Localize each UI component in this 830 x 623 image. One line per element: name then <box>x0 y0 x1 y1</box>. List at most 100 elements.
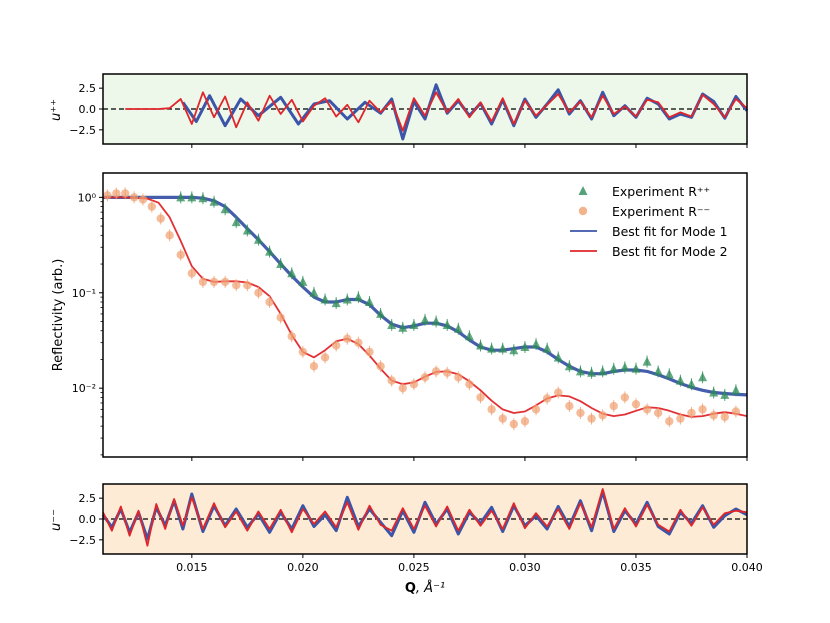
experiment-rmm-point <box>243 281 252 290</box>
experiment-rmm-point <box>665 417 674 426</box>
main-y-axis-label: Reflectivity (arb.) <box>51 259 66 372</box>
experiment-rmm-point <box>554 388 563 397</box>
experiment-rmm-point <box>676 414 685 423</box>
experiment-rmm-point <box>320 353 330 362</box>
experiment-rmm-point <box>147 202 157 211</box>
experiment-rpp-point <box>442 319 452 329</box>
experiment-rpp-point <box>453 323 463 333</box>
experiment-rmm-point <box>487 405 496 414</box>
experiment-rmm-point <box>265 297 274 307</box>
bottom-residual-series <box>101 488 748 547</box>
experiment-rpp-point <box>620 362 630 372</box>
main-y-tick-label: 10⁻² <box>72 382 96 395</box>
legend-label: Experiment R⁺⁺ <box>612 184 710 199</box>
experiment-rpp-point <box>431 316 441 326</box>
experiment-rmm-point <box>376 361 385 371</box>
experiment-rmm-point <box>531 405 541 414</box>
bottom-residual-line-1 <box>101 490 748 541</box>
experiment-rpp-point <box>231 217 241 227</box>
x-tick-label: 0.020 <box>287 561 319 574</box>
experiment-rmm-point <box>465 380 474 389</box>
experiment-rmm-point <box>232 281 241 290</box>
experiment-rpp-point <box>342 294 352 304</box>
experiment-rpp-point <box>642 356 652 366</box>
bottom-y-ticks: −2.5 0.0 2.5 <box>69 492 103 547</box>
experiment-rmm-point <box>176 250 185 260</box>
experiment-rpp-point <box>731 385 741 395</box>
experiment-rmm-point <box>542 394 552 403</box>
top-y-axis-label: u⁺⁺ <box>49 99 64 121</box>
experiment-rmm-point <box>520 417 530 426</box>
x-tick-label: 0.040 <box>731 561 763 574</box>
x-tick-label: 0.015 <box>176 561 208 574</box>
experiment-rpp-point <box>464 331 474 341</box>
experiment-rpp-point <box>709 387 719 397</box>
experiment-rpp-point <box>698 372 708 382</box>
main-x-ticks <box>191 457 748 461</box>
experiment-rpp-point <box>520 342 530 352</box>
experiment-rpp-point <box>531 339 541 349</box>
experiment-rmm-point <box>720 412 729 422</box>
top-y-ticks: −2.5 0.0 2.5 <box>69 82 103 137</box>
experiment-rmm-point <box>687 408 696 418</box>
experiment-rmm-point <box>121 189 130 198</box>
main-series <box>103 187 748 431</box>
top-residual-series <box>125 83 749 141</box>
experiment-rmm-point <box>220 277 230 287</box>
experiment-rpp-point <box>265 246 275 256</box>
experiment-rpp-point <box>353 292 363 302</box>
experiment-rpp-point <box>176 192 186 202</box>
experiment-rpp-point <box>553 352 563 362</box>
experiment-rpp-point <box>276 259 286 269</box>
experiment-rmm-point <box>420 373 430 382</box>
experiment-rmm-point <box>587 414 596 423</box>
bottom-residual-line-2 <box>102 488 748 547</box>
experiment-rpp-point <box>331 298 341 308</box>
x-tick-label: 0.035 <box>620 561 652 574</box>
x-axis-label: Q, Å⁻¹ <box>405 580 445 596</box>
experiment-rpp-point <box>564 361 574 371</box>
experiment-rmm-point <box>309 361 319 371</box>
experiment-rmm-point <box>298 347 308 357</box>
experiment-rpp-point <box>609 363 619 373</box>
legend-triangle-marker <box>578 186 588 195</box>
experiment-rmm-point <box>598 411 607 420</box>
experiment-rmm-point <box>609 401 618 411</box>
top-x-ticks <box>191 144 748 148</box>
experiment-rmm-point <box>498 414 507 423</box>
experiment-rpp-point <box>198 193 208 203</box>
x-tick-label: 0.030 <box>509 561 541 574</box>
experiment-rmm-point <box>454 373 463 382</box>
experiment-rpp-point <box>498 343 508 353</box>
experiment-rpp-point <box>487 343 497 353</box>
experiment-rmm-point <box>565 401 574 411</box>
top-y-tick-label: 2.5 <box>79 82 97 95</box>
experiment-rpp-point <box>287 268 297 278</box>
experiment-rpp-point <box>220 204 230 214</box>
bottom-y-tick-label: 0.0 <box>79 513 97 526</box>
legend-label: Best fit for Mode 2 <box>612 244 728 259</box>
experiment-rmm-point <box>354 338 363 347</box>
experiment-rpp-point <box>298 276 308 286</box>
experiment-rmm-point <box>198 277 208 287</box>
legend-circle-marker <box>578 206 588 216</box>
x-tick-label: 0.025 <box>398 561 430 574</box>
experiment-rpp-point <box>587 367 597 377</box>
bottom-residual-panel: −2.5 0.0 2.5 0.015 0.020 0.025 0.030 0.035 0.04… <box>49 483 763 596</box>
experiment-rmm-point <box>653 408 663 418</box>
experiment-rpp-point <box>253 234 263 244</box>
experiment-rmm-point <box>165 231 174 240</box>
main-panel-frame <box>102 172 748 458</box>
experiment-rpp-point <box>398 322 408 332</box>
experiment-rmm-point <box>509 419 519 429</box>
main-y-ticks: 10⁰ 10⁻¹ 10⁻² <box>72 191 103 456</box>
experiment-rmm-point <box>129 193 139 202</box>
experiment-rmm-point <box>409 380 419 389</box>
experiment-rmm-point <box>112 189 121 198</box>
experiment-rpp-point <box>309 287 319 297</box>
experiment-rmm-point <box>187 269 197 278</box>
experiment-rmm-point <box>476 393 485 402</box>
experiment-rmm-point <box>138 195 148 204</box>
experiment-rpp-point <box>664 369 674 379</box>
